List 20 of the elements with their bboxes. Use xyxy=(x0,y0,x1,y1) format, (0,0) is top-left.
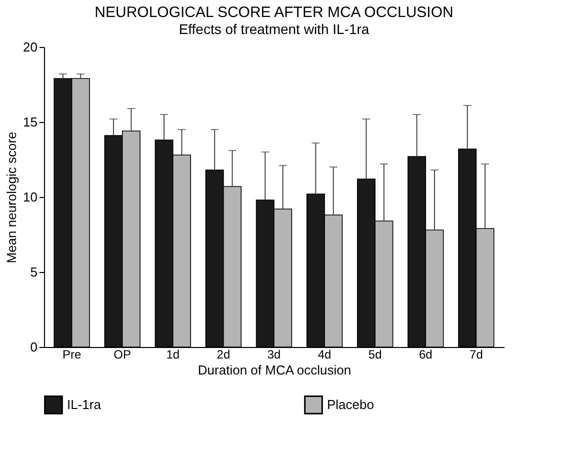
x-tick-label: 5d xyxy=(368,348,382,362)
x-tick-label: Pre xyxy=(62,348,82,362)
x-tick-label: 7d xyxy=(470,348,483,362)
x-tick-label: 2d xyxy=(216,348,230,362)
x-tick-label: OP xyxy=(114,348,132,362)
y-tick-label: 10 xyxy=(23,190,38,204)
y-tick-label: 5 xyxy=(30,264,38,280)
x-tick-label: 6d xyxy=(418,348,432,362)
y-tick-label: 15 xyxy=(23,114,38,130)
legend-label: IL-1ra xyxy=(67,396,102,412)
x-tick-label: 4d xyxy=(318,348,332,362)
x-axis-title: Duration of MCA occlusion xyxy=(198,362,352,378)
x-tick-label: 3d xyxy=(267,348,281,362)
chart-title: NEUROLOGICAL SCORE AFTER MCA OCCLUSION xyxy=(94,4,454,21)
chart-subtitle: Effects of treatment with IL-1ra xyxy=(178,21,370,37)
y-tick-label: 0 xyxy=(30,340,38,354)
x-tick-label: 1d xyxy=(166,348,180,362)
y-axis-title: Mean neurologic score xyxy=(4,132,20,264)
y-tick-label: 20 xyxy=(23,40,38,54)
legend-label: Placebo xyxy=(327,396,374,412)
